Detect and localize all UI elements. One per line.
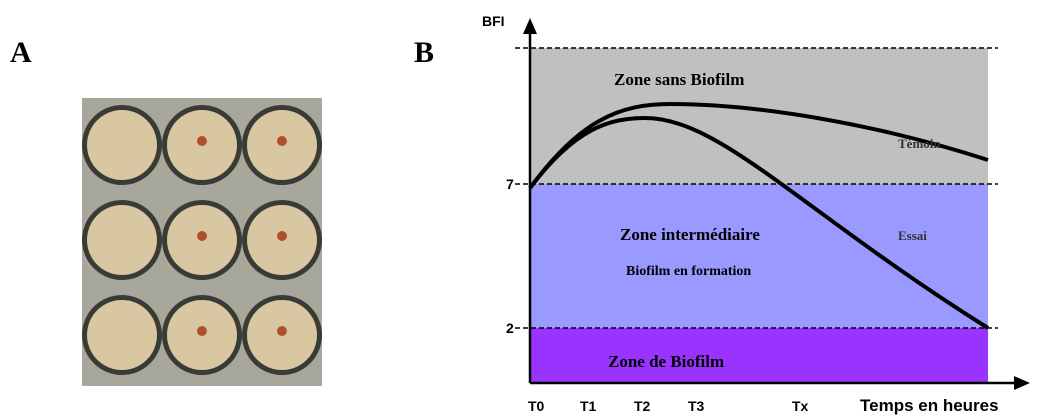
curves: [528, 101, 990, 330]
x-tick-label: T3: [688, 398, 705, 414]
well: [277, 326, 287, 336]
x-tick-label: Tx: [792, 398, 809, 414]
panel-label: A: [10, 36, 32, 69]
zone-label: Zone de Biofilm: [608, 352, 724, 371]
curve-label: Essai: [898, 228, 927, 243]
x-tick-label: T0: [528, 398, 545, 414]
zone-label: Zone sans Biofilm: [614, 70, 744, 89]
well: [197, 326, 207, 336]
zone-label: Zone intermédiaire: [620, 225, 760, 244]
curve-label: Témoin: [898, 136, 941, 151]
photo: [82, 98, 322, 386]
well: [277, 136, 287, 146]
well: [277, 231, 287, 241]
x-label: Temps en heures: [860, 396, 999, 415]
well: [87, 205, 157, 275]
well: [87, 300, 157, 370]
panel-label: B: [414, 36, 434, 69]
well: [87, 110, 157, 180]
x-tick-label: T1: [580, 398, 597, 414]
zones: [515, 47, 998, 383]
y-label: BFI: [482, 13, 505, 29]
x-tick-label: T2: [634, 398, 651, 414]
well: [197, 231, 207, 241]
well: [197, 136, 207, 146]
y-tick-label: 7: [506, 176, 514, 192]
zone-label: Biofilm en formation: [626, 264, 751, 279]
axes: [523, 18, 1030, 390]
y-tick-label: 2: [506, 320, 514, 336]
